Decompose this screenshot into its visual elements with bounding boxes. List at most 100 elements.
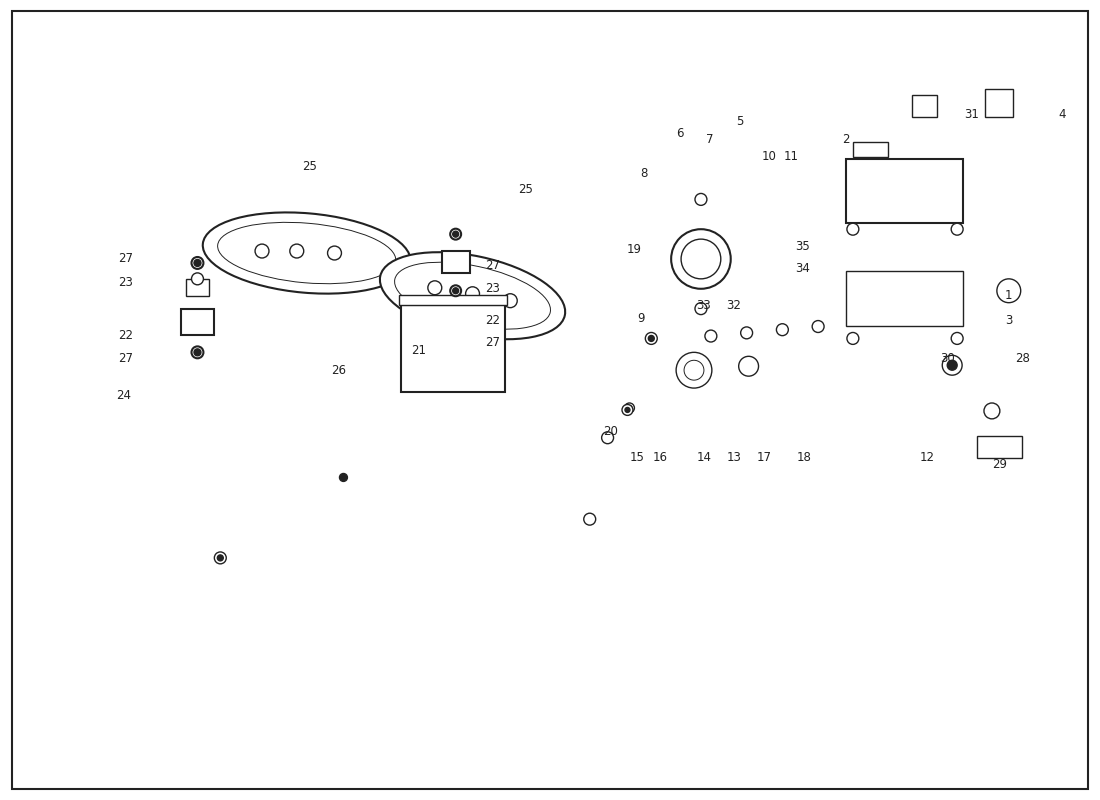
Text: 18: 18 [796, 451, 811, 464]
Text: 4: 4 [1058, 107, 1066, 121]
Text: 10: 10 [761, 150, 777, 163]
Circle shape [465, 286, 480, 301]
Circle shape [952, 223, 964, 235]
Circle shape [952, 333, 964, 344]
Text: 22: 22 [485, 314, 501, 327]
Circle shape [947, 360, 957, 370]
Text: 8: 8 [640, 167, 647, 180]
Text: 5: 5 [736, 115, 744, 129]
Circle shape [504, 294, 517, 308]
Text: 14: 14 [697, 451, 712, 464]
Bar [852, 142, 888, 157]
Text: 13: 13 [727, 451, 741, 464]
Polygon shape [860, 603, 997, 676]
Circle shape [847, 223, 859, 235]
Circle shape [218, 555, 223, 561]
Bar [846, 158, 964, 223]
Bar [846, 271, 964, 326]
Text: 24: 24 [116, 389, 131, 402]
Circle shape [340, 474, 348, 482]
Text: 9: 9 [637, 312, 645, 325]
Text: 27: 27 [485, 336, 501, 349]
Circle shape [943, 355, 962, 375]
Circle shape [695, 194, 707, 206]
Text: 21: 21 [411, 344, 426, 357]
Circle shape [648, 335, 654, 342]
Bar [180, 309, 214, 335]
Circle shape [255, 244, 270, 258]
Circle shape [695, 302, 707, 314]
Text: 27: 27 [485, 259, 501, 273]
Circle shape [984, 403, 1000, 419]
Bar [186, 279, 209, 296]
Text: 26: 26 [331, 364, 346, 377]
Text: 32: 32 [726, 299, 740, 312]
Circle shape [847, 333, 859, 344]
Circle shape [602, 432, 614, 444]
Text: 7: 7 [706, 134, 714, 146]
Circle shape [777, 324, 789, 336]
Circle shape [676, 352, 712, 388]
Text: 27: 27 [118, 253, 133, 266]
Circle shape [625, 407, 630, 413]
Text: 22: 22 [118, 329, 133, 342]
Circle shape [740, 327, 752, 339]
Text: 25: 25 [301, 160, 317, 173]
Text: 23: 23 [485, 282, 501, 295]
Circle shape [812, 321, 824, 333]
Circle shape [671, 229, 730, 289]
Text: 23: 23 [118, 276, 133, 290]
Circle shape [625, 403, 635, 413]
Bar [913, 95, 937, 117]
Circle shape [627, 406, 631, 410]
Text: 16: 16 [652, 451, 668, 464]
Text: 30: 30 [940, 352, 955, 365]
Circle shape [328, 246, 341, 260]
Text: 28: 28 [1014, 352, 1030, 365]
Circle shape [194, 259, 201, 266]
Text: 19: 19 [626, 242, 641, 255]
Ellipse shape [218, 222, 396, 284]
Circle shape [450, 229, 461, 240]
Ellipse shape [395, 262, 550, 330]
Text: 3: 3 [1004, 314, 1012, 327]
Circle shape [450, 286, 461, 296]
Text: 27: 27 [118, 352, 133, 365]
Ellipse shape [202, 213, 410, 294]
Circle shape [997, 279, 1021, 302]
Text: 29: 29 [992, 458, 1007, 471]
Circle shape [191, 346, 204, 358]
Circle shape [681, 239, 720, 279]
Bar [984, 89, 1013, 117]
Circle shape [214, 552, 227, 564]
Text: 12: 12 [920, 451, 934, 464]
Text: 25: 25 [518, 183, 534, 196]
Circle shape [191, 273, 204, 285]
Circle shape [705, 330, 717, 342]
Circle shape [289, 244, 304, 258]
Bar [442, 251, 470, 273]
Text: 20: 20 [603, 426, 617, 438]
Text: 31: 31 [964, 107, 979, 121]
Circle shape [194, 349, 201, 356]
Circle shape [453, 231, 459, 237]
Circle shape [428, 281, 442, 294]
Text: 33: 33 [696, 299, 711, 312]
Circle shape [191, 257, 204, 269]
Bar [402, 305, 505, 392]
Circle shape [684, 360, 704, 380]
Text: 6: 6 [676, 127, 684, 140]
Text: 1: 1 [1004, 290, 1012, 302]
Text: 15: 15 [629, 451, 645, 464]
Text: 34: 34 [795, 262, 811, 275]
Circle shape [739, 356, 759, 376]
Bar [399, 294, 507, 305]
Circle shape [584, 514, 596, 525]
Text: 35: 35 [795, 239, 811, 253]
Bar [977, 436, 1022, 458]
Circle shape [453, 288, 459, 294]
Text: 17: 17 [757, 451, 771, 464]
Circle shape [621, 405, 632, 415]
Text: 11: 11 [783, 150, 799, 163]
Text: 2: 2 [843, 134, 850, 146]
